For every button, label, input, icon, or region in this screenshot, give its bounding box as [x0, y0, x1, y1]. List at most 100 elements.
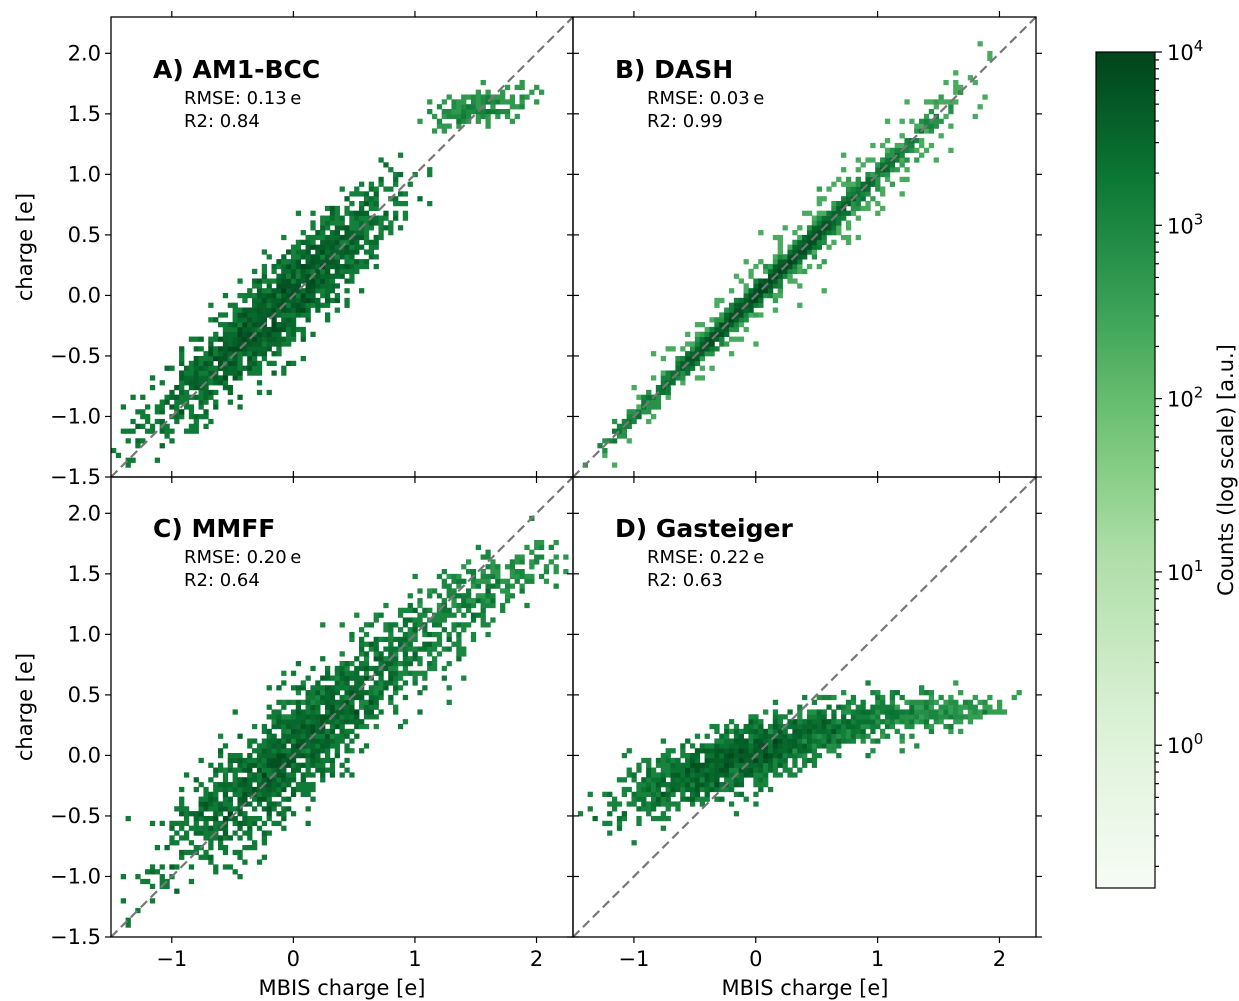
heatmap-cell — [504, 578, 511, 584]
heatmap-cell — [271, 268, 277, 275]
heatmap-cell — [256, 753, 263, 759]
heatmap-cell — [252, 820, 258, 827]
heatmap-cell — [811, 244, 818, 250]
heatmap-cell — [923, 113, 930, 120]
heatmap-cell — [368, 685, 375, 691]
heatmap-cell — [310, 772, 316, 778]
heatmap-cell — [436, 118, 443, 124]
heatmap-cell — [894, 704, 900, 710]
heatmap-cell — [271, 263, 277, 270]
heatmap-cell — [636, 806, 642, 812]
heatmap-cell — [880, 162, 886, 168]
heatmap-cell — [276, 307, 282, 313]
heatmap-cell — [748, 728, 754, 735]
heatmap-cell — [256, 293, 263, 299]
heatmap-cell — [660, 782, 666, 788]
heatmap-cell — [456, 104, 462, 110]
heatmap-cell — [485, 583, 491, 589]
heatmap-cell — [914, 714, 920, 720]
heatmap-cell — [504, 564, 511, 570]
heatmap-cell — [334, 263, 340, 270]
heatmap-cell — [655, 394, 662, 400]
heatmap-cell — [758, 230, 764, 236]
heatmap-cell — [227, 365, 233, 371]
heatmap-cell — [753, 791, 759, 797]
heatmap-cell — [286, 714, 292, 720]
heatmap-cell — [324, 757, 331, 764]
heatmap-cell — [611, 462, 618, 468]
heatmap-cell — [914, 709, 920, 715]
heatmap-cell — [412, 646, 418, 652]
heatmap-cell — [797, 733, 803, 739]
heatmap-cell — [125, 438, 131, 444]
heatmap-cell — [320, 777, 326, 783]
heatmap-cell — [553, 554, 559, 560]
heatmap-cell — [310, 288, 316, 294]
heatmap-cell — [344, 263, 350, 270]
heatmap-cell — [865, 680, 871, 686]
heatmap-cell — [213, 389, 219, 396]
heatmap-cell — [958, 84, 964, 91]
heatmap-cell — [836, 719, 842, 725]
heatmap-cell — [388, 622, 394, 628]
heatmap-cell — [237, 874, 243, 880]
heatmap-cell — [247, 341, 253, 347]
heatmap-cell — [792, 278, 798, 284]
heatmap-cell — [733, 762, 740, 768]
heatmap-cell — [914, 138, 920, 144]
heatmap-cell — [140, 423, 146, 429]
heatmap-cell — [504, 598, 511, 604]
heatmap-cell — [738, 791, 744, 797]
x-tick-label: −1 — [156, 947, 187, 971]
heatmap-cell — [295, 753, 302, 759]
heatmap-cell — [728, 738, 735, 744]
y-tick-label: 2.0 — [68, 501, 101, 525]
heatmap-cell — [359, 661, 365, 667]
heatmap-cell — [495, 569, 501, 575]
heatmap-cell — [470, 598, 477, 604]
heatmap-cell — [339, 268, 345, 275]
heatmap-cell — [140, 394, 146, 400]
heatmap-cell — [797, 249, 803, 255]
heatmap-cell — [899, 694, 905, 701]
heatmap-cell — [441, 646, 447, 652]
heatmap-cell — [699, 801, 705, 807]
heatmap-cell — [855, 234, 861, 241]
heatmap-cell — [855, 157, 861, 163]
x-tick-label: 2 — [530, 947, 543, 971]
heatmap-cell — [363, 723, 370, 730]
heatmap-cell — [772, 263, 779, 270]
heatmap-cell — [276, 685, 282, 691]
heatmap-cell — [232, 767, 238, 773]
heatmap-cell — [237, 375, 243, 381]
heatmap-cell — [714, 723, 720, 730]
heatmap-cell — [870, 738, 876, 744]
colorbar-tick-label: 102 — [1167, 384, 1203, 412]
heatmap-cell — [281, 317, 287, 323]
heatmap-cell — [339, 733, 345, 739]
heatmap-cell — [203, 806, 209, 812]
heatmap-cell — [461, 651, 467, 657]
heatmap-cell — [427, 593, 433, 599]
heatmap-cell — [334, 690, 340, 696]
heatmap-cell — [281, 757, 287, 764]
heatmap-cell — [631, 409, 637, 415]
heatmap-cell — [354, 249, 360, 255]
heatmap-cell — [208, 796, 214, 802]
heatmap-cell — [281, 782, 287, 788]
heatmap-cell — [179, 380, 185, 386]
heatmap-cell — [738, 278, 744, 284]
heatmap-cell — [685, 786, 691, 793]
heatmap-cell — [344, 234, 350, 241]
heatmap-cell — [412, 656, 418, 662]
heatmap-cell — [777, 728, 783, 735]
heatmap-cell — [276, 786, 282, 793]
heatmap-cell — [733, 757, 740, 764]
heatmap-cell — [738, 728, 744, 735]
heatmap-cell — [334, 704, 340, 710]
heatmap-cell — [728, 757, 735, 764]
heatmap-cell — [884, 118, 891, 124]
heatmap-cell — [811, 230, 818, 236]
heatmap-cell — [538, 539, 545, 546]
heatmap-cell — [217, 733, 224, 739]
